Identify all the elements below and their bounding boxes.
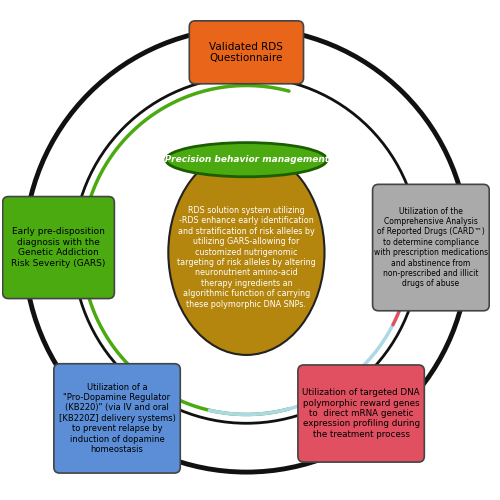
Circle shape <box>73 76 420 424</box>
Ellipse shape <box>168 150 324 355</box>
FancyBboxPatch shape <box>298 365 424 462</box>
Circle shape <box>24 28 468 472</box>
Text: Utilization of a
"Pro-Dopamine Regulator
(KB220)" (via IV and oral
[KB220Z] deli: Utilization of a "Pro-Dopamine Regulator… <box>58 382 176 454</box>
Ellipse shape <box>166 142 327 177</box>
Text: Validated RDS
Questionnaire: Validated RDS Questionnaire <box>210 42 284 63</box>
FancyBboxPatch shape <box>2 196 114 298</box>
FancyBboxPatch shape <box>372 184 489 311</box>
Text: Utilization of the
Comprehensive Analysis
of Reported Drugs (CARD™)
to determine: Utilization of the Comprehensive Analysi… <box>374 206 488 288</box>
Text: Early pre-disposition
diagnosis with the
Genetic Addiction
Risk Severity (GARS): Early pre-disposition diagnosis with the… <box>12 228 106 268</box>
Text: RDS solution system utilizing
-RDS enhance early identification
and stratificati: RDS solution system utilizing -RDS enhan… <box>177 206 316 308</box>
Text: "Precision behavior management": "Precision behavior management" <box>160 155 334 164</box>
FancyBboxPatch shape <box>190 21 304 84</box>
Text: Utilization of targeted DNA
polymorphic reward genes
to  direct mRNA genetic
exp: Utilization of targeted DNA polymorphic … <box>302 388 420 439</box>
FancyBboxPatch shape <box>54 364 180 473</box>
